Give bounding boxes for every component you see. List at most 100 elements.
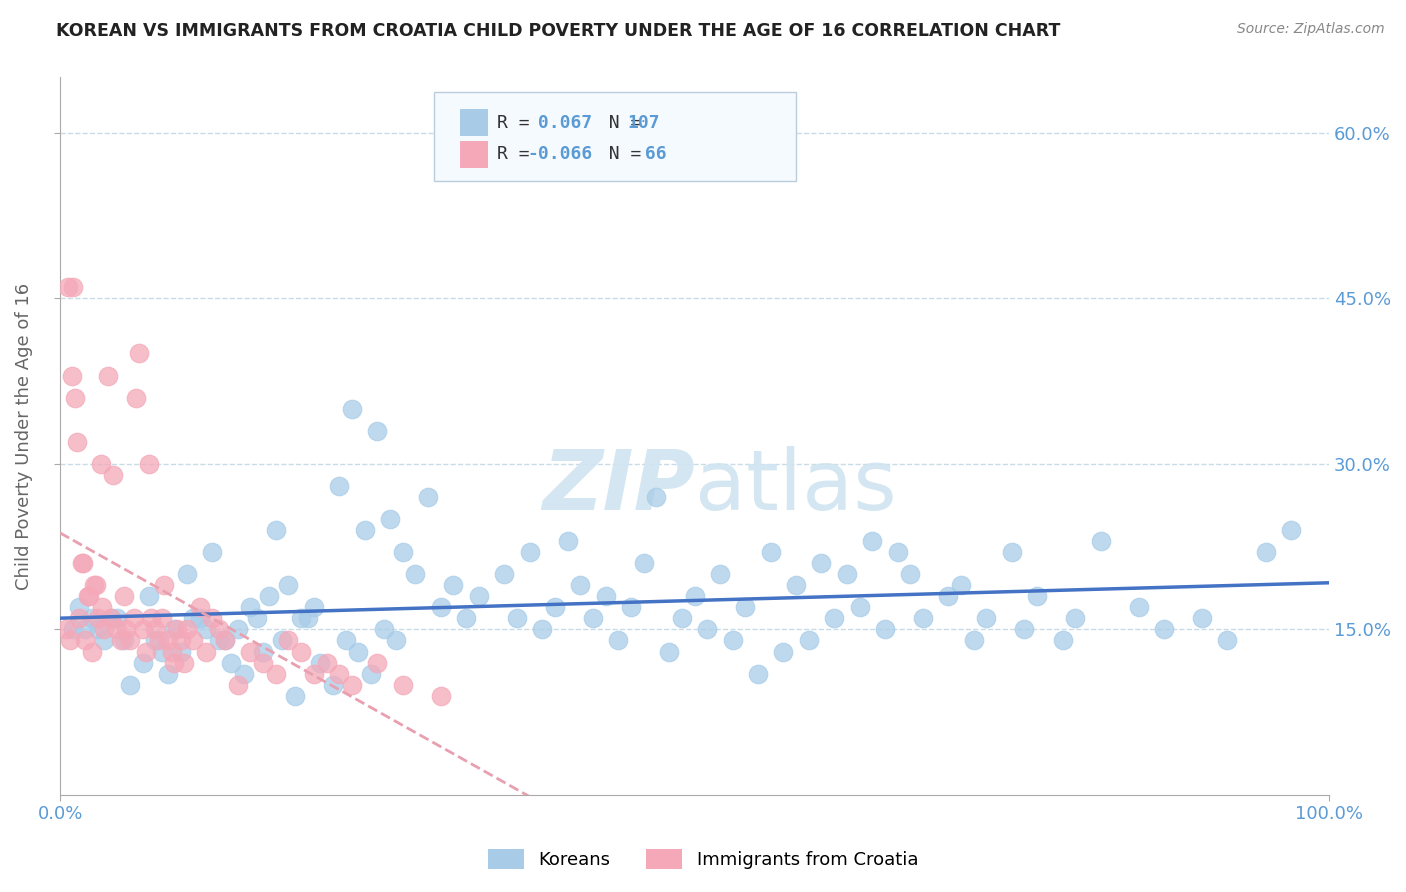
- Point: [239, 644, 262, 658]
- Point: [658, 644, 681, 658]
- Point: [259, 590, 281, 604]
- Point: [569, 578, 592, 592]
- Point: [366, 656, 388, 670]
- Point: [100, 611, 122, 625]
- Point: [97, 368, 120, 383]
- Point: [91, 600, 114, 615]
- Point: [181, 633, 204, 648]
- Point: [494, 567, 516, 582]
- Point: [595, 590, 617, 604]
- Point: [70, 556, 93, 570]
- Point: [302, 666, 325, 681]
- Point: [60, 368, 83, 383]
- Point: [56, 280, 79, 294]
- Point: [201, 611, 224, 625]
- Point: [468, 590, 491, 604]
- Point: [620, 600, 643, 615]
- Point: [156, 666, 179, 681]
- Point: [721, 633, 744, 648]
- Point: [873, 623, 896, 637]
- Text: KOREAN VS IMMIGRANTS FROM CROATIA CHILD POVERTY UNDER THE AGE OF 16 CORRELATION : KOREAN VS IMMIGRANTS FROM CROATIA CHILD …: [56, 22, 1060, 40]
- Point: [135, 644, 157, 658]
- Text: 0.067: 0.067: [527, 113, 592, 132]
- Point: [226, 678, 249, 692]
- Point: [391, 678, 413, 692]
- Point: [148, 633, 170, 648]
- Text: 107: 107: [627, 113, 659, 132]
- Bar: [460, 109, 488, 136]
- Point: [188, 600, 211, 615]
- Point: [1216, 633, 1239, 648]
- Point: [1153, 623, 1175, 637]
- Point: [416, 490, 439, 504]
- Point: [112, 633, 135, 648]
- Text: -0.066: -0.066: [527, 145, 592, 163]
- Point: [391, 545, 413, 559]
- Point: [886, 545, 908, 559]
- Point: [277, 578, 299, 592]
- Point: [297, 611, 319, 625]
- Point: [284, 689, 307, 703]
- Point: [353, 523, 375, 537]
- Point: [759, 545, 782, 559]
- Point: [582, 611, 605, 625]
- Point: [429, 689, 451, 703]
- Point: [696, 623, 718, 637]
- Point: [1090, 534, 1112, 549]
- Point: [340, 401, 363, 416]
- Point: [118, 633, 141, 648]
- Point: [645, 490, 668, 504]
- Point: [226, 623, 249, 637]
- Point: [80, 611, 103, 625]
- Point: [93, 623, 115, 637]
- Point: [62, 623, 84, 637]
- Point: [100, 611, 122, 625]
- Point: [72, 556, 94, 570]
- Point: [835, 567, 858, 582]
- Point: [264, 523, 287, 537]
- Point: [65, 391, 87, 405]
- Point: [169, 644, 191, 658]
- Point: [848, 600, 870, 615]
- Point: [1001, 545, 1024, 559]
- Point: [290, 644, 312, 658]
- Point: [264, 666, 287, 681]
- Point: [531, 623, 554, 637]
- FancyBboxPatch shape: [434, 92, 796, 181]
- Point: [169, 633, 191, 648]
- Point: [366, 424, 388, 438]
- Point: [557, 534, 579, 549]
- Point: [80, 644, 103, 658]
- Point: [328, 479, 350, 493]
- Point: [347, 644, 370, 658]
- Point: [201, 545, 224, 559]
- Legend: Koreans, Immigrants from Croatia: Koreans, Immigrants from Croatia: [478, 839, 928, 879]
- Point: [128, 346, 150, 360]
- Point: [911, 611, 934, 625]
- Point: [55, 623, 77, 637]
- Point: [443, 578, 465, 592]
- Text: 66: 66: [634, 145, 666, 163]
- Point: [429, 600, 451, 615]
- Point: [75, 623, 97, 637]
- Point: [93, 633, 115, 648]
- Point: [233, 666, 256, 681]
- Point: [271, 633, 294, 648]
- Point: [950, 578, 973, 592]
- Point: [67, 611, 90, 625]
- Point: [963, 633, 986, 648]
- Point: [290, 611, 312, 625]
- Point: [1279, 523, 1302, 537]
- Point: [87, 611, 110, 625]
- Point: [83, 578, 105, 592]
- Point: [544, 600, 567, 615]
- Point: [373, 623, 395, 637]
- Point: [138, 457, 160, 471]
- Point: [976, 611, 998, 625]
- Point: [105, 623, 128, 637]
- Point: [125, 391, 148, 405]
- Point: [176, 623, 198, 637]
- Point: [75, 633, 97, 648]
- Point: [246, 611, 269, 625]
- Point: [322, 678, 344, 692]
